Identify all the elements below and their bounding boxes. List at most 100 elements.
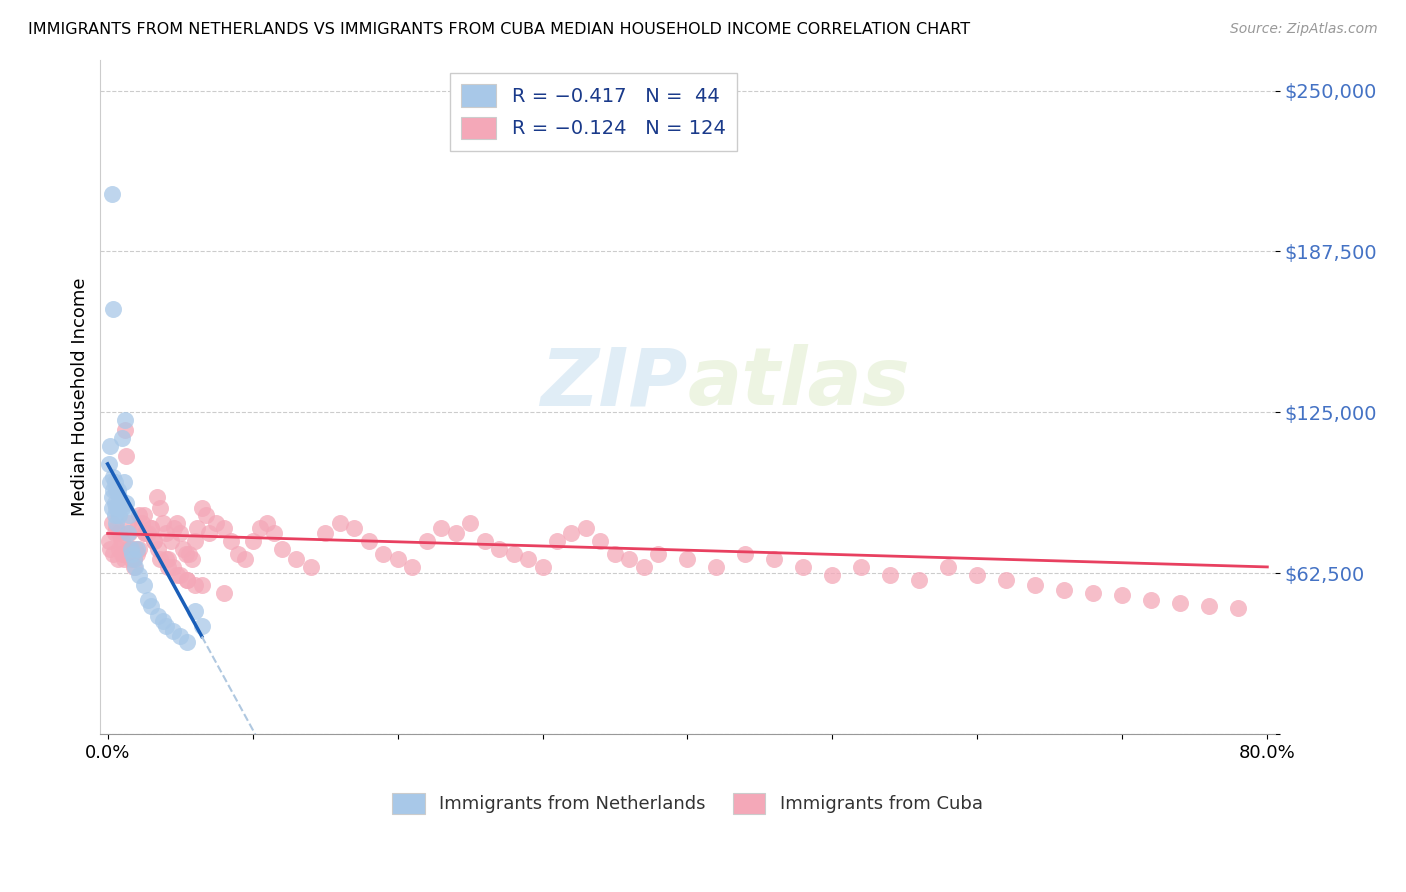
Text: atlas: atlas bbox=[688, 344, 910, 423]
Point bbox=[502, 547, 524, 561]
Point bbox=[132, 508, 155, 523]
Point bbox=[619, 552, 641, 566]
Point bbox=[212, 521, 235, 535]
Y-axis label: Median Household Income: Median Household Income bbox=[72, 277, 89, 516]
Point bbox=[136, 593, 159, 607]
Point bbox=[186, 521, 208, 535]
Point bbox=[108, 541, 131, 556]
Point bbox=[157, 552, 180, 566]
Point bbox=[198, 526, 221, 541]
Point bbox=[212, 585, 235, 599]
Text: ZIP: ZIP bbox=[540, 344, 688, 423]
Point bbox=[1083, 585, 1105, 599]
Point bbox=[177, 547, 200, 561]
Point bbox=[328, 516, 350, 530]
Point bbox=[966, 567, 988, 582]
Point bbox=[589, 534, 612, 549]
Point bbox=[647, 547, 669, 561]
Point bbox=[125, 541, 148, 556]
Point bbox=[110, 495, 132, 509]
Point bbox=[357, 534, 380, 549]
Point bbox=[166, 516, 188, 530]
Point bbox=[734, 547, 756, 561]
Point bbox=[415, 534, 437, 549]
Point bbox=[560, 526, 582, 541]
Point bbox=[763, 552, 786, 566]
Point bbox=[995, 573, 1018, 587]
Point bbox=[169, 567, 191, 582]
Point bbox=[111, 431, 134, 445]
Point bbox=[132, 578, 155, 592]
Point bbox=[1227, 601, 1250, 615]
Point bbox=[162, 560, 184, 574]
Point bbox=[176, 573, 198, 587]
Point bbox=[121, 547, 143, 561]
Point bbox=[157, 560, 180, 574]
Point bbox=[169, 526, 191, 541]
Point bbox=[195, 508, 218, 523]
Point bbox=[343, 521, 366, 535]
Point bbox=[1053, 583, 1076, 598]
Point bbox=[1170, 596, 1192, 610]
Point bbox=[139, 521, 162, 535]
Point bbox=[851, 560, 873, 574]
Point bbox=[134, 526, 156, 541]
Point bbox=[314, 526, 336, 541]
Point bbox=[191, 619, 214, 633]
Point bbox=[603, 547, 626, 561]
Point bbox=[128, 567, 150, 582]
Point bbox=[256, 516, 278, 530]
Point bbox=[103, 547, 125, 561]
Text: Source: ZipAtlas.com: Source: ZipAtlas.com bbox=[1230, 22, 1378, 37]
Point bbox=[105, 500, 128, 515]
Point bbox=[104, 508, 127, 523]
Point bbox=[191, 578, 214, 592]
Point bbox=[270, 541, 292, 556]
Point bbox=[112, 552, 135, 566]
Point bbox=[118, 526, 141, 541]
Point bbox=[114, 547, 136, 561]
Point bbox=[125, 547, 148, 561]
Point bbox=[115, 495, 138, 509]
Point bbox=[108, 508, 131, 523]
Point bbox=[98, 534, 121, 549]
Point bbox=[112, 475, 135, 489]
Point bbox=[100, 475, 122, 489]
Point bbox=[183, 534, 205, 549]
Point bbox=[115, 449, 138, 463]
Point bbox=[180, 552, 202, 566]
Point bbox=[172, 541, 194, 556]
Point bbox=[1111, 588, 1133, 602]
Point bbox=[458, 516, 481, 530]
Point bbox=[107, 483, 129, 497]
Point bbox=[488, 541, 510, 556]
Point bbox=[155, 526, 177, 541]
Point bbox=[517, 552, 540, 566]
Point bbox=[706, 560, 728, 574]
Point bbox=[139, 521, 162, 535]
Point bbox=[105, 483, 128, 497]
Point bbox=[149, 552, 172, 566]
Point bbox=[143, 534, 166, 549]
Point bbox=[371, 547, 394, 561]
Point bbox=[111, 547, 134, 561]
Point bbox=[103, 483, 125, 497]
Point bbox=[149, 500, 172, 515]
Point bbox=[104, 495, 127, 509]
Point bbox=[118, 541, 141, 556]
Point bbox=[131, 516, 153, 530]
Point bbox=[122, 552, 145, 566]
Point bbox=[146, 491, 169, 505]
Point bbox=[908, 573, 931, 587]
Point bbox=[792, 560, 814, 574]
Point bbox=[108, 491, 131, 505]
Point bbox=[1198, 599, 1220, 613]
Point bbox=[110, 532, 132, 546]
Point bbox=[242, 534, 264, 549]
Point bbox=[299, 560, 322, 574]
Point bbox=[105, 521, 128, 535]
Point bbox=[162, 624, 184, 639]
Point bbox=[128, 508, 150, 523]
Point bbox=[103, 302, 125, 317]
Point bbox=[107, 552, 129, 566]
